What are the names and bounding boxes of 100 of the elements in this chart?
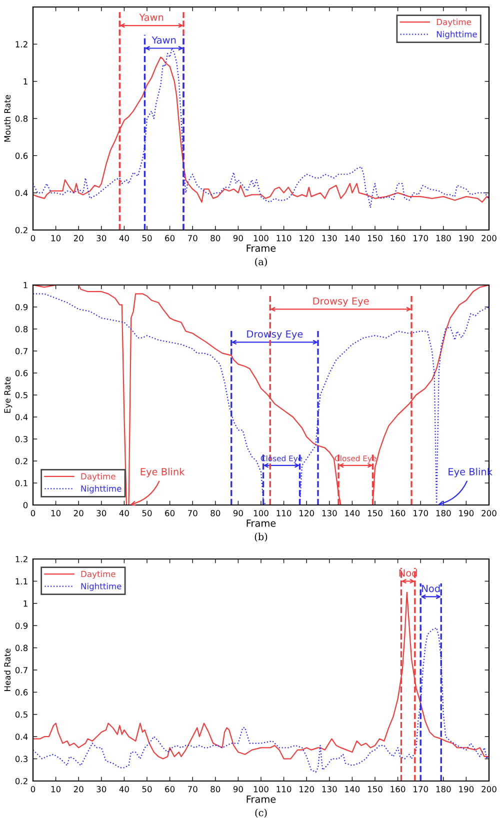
- x-tick-label: 90: [233, 235, 243, 242]
- y-tick-label: 0.6: [15, 689, 28, 696]
- x-tick-label: 30: [96, 235, 106, 242]
- annotation: Nod: [422, 584, 440, 592]
- x-tick-label: 170: [414, 510, 428, 516]
- x-tick-label: 160: [390, 235, 406, 242]
- x-tick-label: 50: [142, 510, 152, 516]
- y-tick-label: 0.5: [15, 392, 28, 398]
- x-tick-label: 170: [414, 786, 428, 792]
- x-tick-label: 40: [119, 235, 129, 242]
- y-tick-label: 0.2: [15, 226, 28, 234]
- y-tick-label: 1: [24, 600, 28, 607]
- x-tick-label: 50: [142, 786, 152, 792]
- y-tick-label: 0: [23, 502, 28, 508]
- x-tick-label: 100: [254, 510, 268, 516]
- x-tick-label: 120: [300, 235, 314, 242]
- text: (c): [255, 808, 267, 818]
- x-tick-label: 0: [30, 235, 36, 242]
- y-tick-label: 1: [24, 78, 28, 84]
- x-tick-label: 160: [390, 786, 406, 792]
- x-tick-label: 90: [233, 510, 243, 516]
- y-tick-label: 0.2: [15, 778, 28, 784]
- annotation: Nod: [399, 569, 417, 577]
- x-tick-label: 130: [322, 510, 337, 516]
- y-tick-label: 1.2: [16, 41, 28, 48]
- x-tick-label: 200: [482, 235, 496, 242]
- x-tick-label: 200: [482, 510, 496, 516]
- x-tick-label: 60: [165, 235, 175, 242]
- annotation: Drowsy Eye: [313, 297, 369, 307]
- y-tick-label: 0.4: [15, 190, 28, 196]
- x-tick-label: 180: [436, 235, 451, 242]
- x-tick-label: 110: [276, 510, 292, 516]
- x-tick-label: 80: [210, 786, 220, 792]
- y-tick-label: 0.9: [15, 622, 28, 629]
- x-tick-label: 200: [482, 786, 496, 792]
- x-tick-label: 190: [459, 510, 474, 516]
- x-tick-label: 110: [276, 786, 292, 792]
- x-tick-label: 60: [165, 786, 175, 792]
- x-tick-label: 70: [188, 786, 198, 792]
- x-tick-label: 150: [368, 510, 382, 516]
- x-tick-label: 130: [322, 235, 337, 242]
- text: Daytime: [81, 570, 116, 579]
- x-tick-label: 70: [188, 235, 198, 242]
- legend-label: Daytime: [436, 18, 471, 27]
- y-tick-label: 0.7: [15, 348, 28, 354]
- x-tick-label: 140: [345, 786, 360, 792]
- y-tick-label: 0.8: [15, 326, 28, 332]
- x-tick-label: 40: [119, 786, 129, 792]
- y-tick-label: 0.1: [15, 480, 28, 486]
- x-tick-label: 0: [30, 786, 36, 792]
- y-tick-label: 0.3: [15, 436, 28, 442]
- x-tick-label: 180: [436, 510, 451, 516]
- x-tick-label: 10: [51, 786, 61, 792]
- legend-label: Daytime: [81, 473, 116, 482]
- x-tick-label: 0: [30, 510, 36, 516]
- y-tick-label: 0.8: [15, 115, 28, 122]
- y-tick-label: 0.6: [15, 152, 28, 159]
- y-tick-label: 0.7: [15, 666, 28, 674]
- x-tick-label: 20: [74, 786, 84, 792]
- y-tick-label: 0.5: [15, 711, 28, 718]
- x-tick-label: 120: [300, 510, 314, 516]
- y-tick-label: 1: [24, 282, 28, 288]
- x-tick-label: 140: [345, 235, 360, 242]
- legend-label: Nighttime: [81, 485, 122, 494]
- y-tick-label: 0.3: [15, 756, 28, 762]
- legend-label: Nighttime: [436, 30, 477, 39]
- x-tick-label: 20: [74, 510, 84, 516]
- y-tick-label: 0.2: [15, 458, 28, 464]
- x-tick-label: 140: [345, 510, 360, 516]
- x-tick-label: 110: [276, 235, 292, 242]
- x-tick-label: 180: [436, 786, 451, 792]
- x-axis-title: Frame: [246, 520, 276, 527]
- x-tick-label: 50: [142, 235, 152, 242]
- x-tick-label: 70: [188, 510, 198, 516]
- x-tick-label: 30: [96, 786, 106, 792]
- x-tick-label: 100: [254, 786, 268, 792]
- y-tick-label: 0.8: [15, 644, 28, 652]
- x-tick-label: 60: [165, 510, 175, 516]
- x-tick-label: 150: [368, 235, 382, 242]
- x-tick-label: 80: [210, 510, 220, 516]
- x-tick-label: 40: [119, 510, 129, 516]
- x-tick-label: 30: [96, 510, 106, 516]
- x-tick-label: 20: [74, 235, 84, 242]
- annotation: Yawn: [139, 14, 164, 21]
- y-axis-title: Mouth Rate: [4, 95, 10, 142]
- x-tick-label: 190: [459, 786, 474, 792]
- x-tick-label: 120: [300, 786, 314, 792]
- text: (a): [255, 258, 267, 267]
- x-tick-label: 190: [459, 235, 474, 242]
- x-tick-label: 150: [368, 786, 382, 792]
- y-tick-label: 0.9: [15, 304, 28, 310]
- x-tick-label: 80: [210, 235, 220, 242]
- text: Nighttime: [81, 582, 122, 591]
- annotation: Eye Blink: [140, 468, 185, 478]
- x-axis-title: Frame: [246, 796, 276, 803]
- text: (b): [254, 532, 268, 542]
- x-tick-label: 10: [51, 235, 61, 242]
- x-tick-label: 90: [233, 786, 243, 792]
- x-tick-label: 10: [51, 510, 61, 516]
- x-axis-title: Frame: [246, 244, 276, 252]
